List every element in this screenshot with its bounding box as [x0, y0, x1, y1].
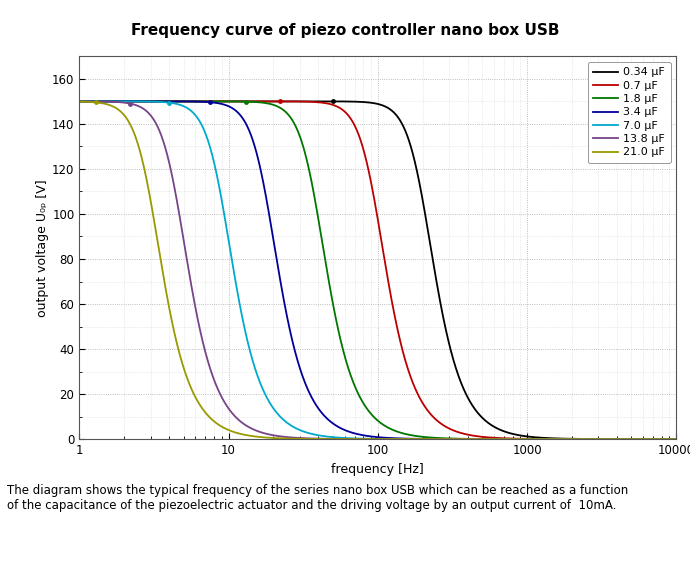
Line: 1.8 μF: 1.8 μF — [79, 101, 676, 439]
1.8 μF — [672, 436, 680, 443]
3.4 μF — [304, 387, 313, 394]
1.8 μF — [660, 436, 669, 443]
21.0 μF — [330, 436, 338, 443]
0.7 μF — [144, 98, 152, 105]
0.7 μF — [179, 98, 187, 105]
3.4 μF — [75, 98, 83, 105]
0.7 μF — [596, 436, 604, 443]
7.0 μF — [672, 436, 680, 443]
13.8 μF — [596, 436, 604, 443]
7.0 μF — [304, 430, 313, 436]
13.8 μF — [660, 436, 669, 443]
Line: 0.34 μF: 0.34 μF — [79, 101, 676, 439]
X-axis label: frequency [Hz]: frequency [Hz] — [331, 463, 424, 476]
0.7 μF — [660, 436, 669, 443]
1.8 μF — [596, 436, 604, 443]
21.0 μF — [304, 436, 313, 443]
0.34 μF — [330, 98, 338, 105]
Y-axis label: output voltage U₀ₚ [V]: output voltage U₀ₚ [V] — [37, 179, 50, 316]
0.34 μF — [596, 436, 604, 443]
21.0 μF — [144, 180, 152, 187]
21.0 μF — [75, 98, 83, 105]
0.34 μF — [660, 436, 669, 443]
21.0 μF — [179, 362, 187, 369]
7.0 μF — [75, 98, 83, 105]
0.7 μF — [330, 102, 338, 109]
0.34 μF — [672, 436, 680, 443]
Line: 0.7 μF: 0.7 μF — [79, 101, 676, 439]
13.8 μF — [179, 232, 187, 239]
Legend: 0.34 μF, 0.7 μF, 1.8 μF, 3.4 μF, 7.0 μF, 13.8 μF, 21.0 μF: 0.34 μF, 0.7 μF, 1.8 μF, 3.4 μF, 7.0 μF,… — [588, 62, 671, 163]
Text: The diagram shows the typical frequency of the series nano box USB which can be : The diagram shows the typical frequency … — [7, 484, 628, 512]
7.0 μF — [144, 98, 152, 105]
Line: 3.4 μF: 3.4 μF — [79, 101, 676, 439]
0.34 μF — [179, 98, 187, 105]
1.8 μF — [144, 98, 152, 105]
7.0 μF — [330, 434, 338, 441]
3.4 μF — [672, 436, 680, 443]
21.0 μF — [596, 436, 604, 443]
Line: 21.0 μF: 21.0 μF — [79, 101, 676, 439]
Line: 7.0 μF: 7.0 μF — [79, 101, 676, 439]
13.8 μF — [304, 435, 313, 442]
13.8 μF — [330, 436, 338, 443]
0.34 μF — [75, 98, 83, 105]
7.0 μF — [179, 102, 187, 109]
13.8 μF — [75, 98, 83, 105]
1.8 μF — [179, 98, 187, 105]
3.4 μF — [330, 421, 338, 428]
0.7 μF — [75, 98, 83, 105]
0.34 μF — [304, 98, 313, 105]
7.0 μF — [596, 436, 604, 443]
1.8 μF — [330, 306, 338, 313]
1.8 μF — [304, 163, 313, 169]
13.8 μF — [144, 109, 152, 115]
Text: Frequency curve of piezo controller nano box USB: Frequency curve of piezo controller nano… — [130, 23, 560, 38]
3.4 μF — [144, 98, 152, 105]
Line: 13.8 μF: 13.8 μF — [79, 101, 676, 439]
3.4 μF — [596, 436, 604, 443]
0.34 μF — [144, 98, 152, 105]
3.4 μF — [660, 436, 669, 443]
21.0 μF — [660, 436, 669, 443]
21.0 μF — [672, 436, 680, 443]
1.8 μF — [75, 98, 83, 105]
3.4 μF — [179, 98, 187, 105]
7.0 μF — [660, 436, 669, 443]
13.8 μF — [672, 436, 680, 443]
0.7 μF — [672, 436, 680, 443]
0.7 μF — [304, 99, 313, 105]
